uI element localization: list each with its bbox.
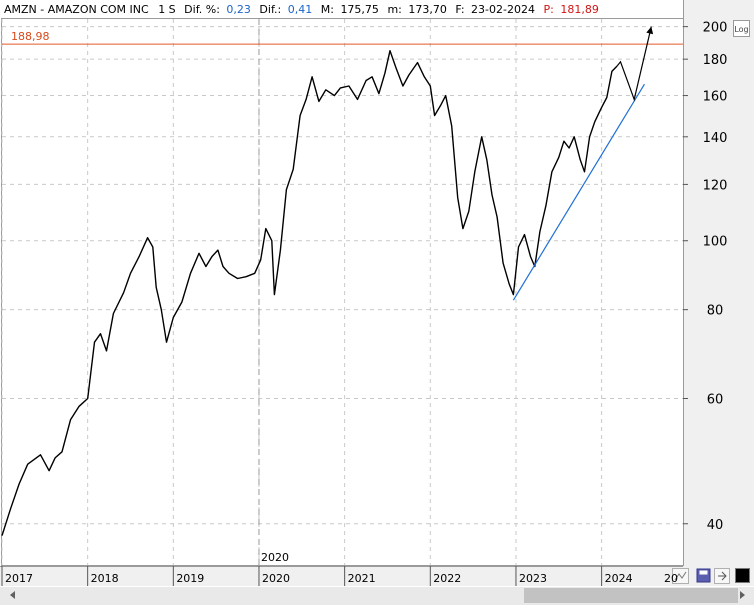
- y-tick-label: 40: [707, 518, 724, 533]
- y-tick-label: 180: [703, 53, 728, 68]
- pin-icon[interactable]: [714, 568, 730, 584]
- max-value: 175,75: [340, 3, 379, 16]
- dif-label: Dif.:: [259, 3, 281, 16]
- projection-arrow[interactable]: [616, 26, 652, 102]
- log-button-label: Log: [734, 25, 748, 34]
- x-tick-label: 2017: [5, 572, 33, 585]
- y-axis-ticks: 40 60 80 100 120 140 160 180 200: [683, 21, 727, 533]
- log-scale-button[interactable]: Log: [733, 20, 750, 37]
- header-info: AMZN - AMAZON COM INC 1 S Dif. %: 0,23 D…: [4, 3, 599, 16]
- y-tick-label: 200: [703, 21, 728, 36]
- dif-value: 0,41: [288, 3, 313, 16]
- interval: 1 S: [158, 3, 175, 16]
- time-axis-panel: [0, 566, 754, 586]
- price-series-line: [1, 50, 618, 536]
- price-label: P:: [543, 3, 553, 16]
- dif-pct-value: 0,23: [226, 3, 251, 16]
- date-value: 23-02-2024: [471, 3, 535, 16]
- date-label: F:: [455, 3, 464, 16]
- color-swatch-icon[interactable]: [735, 568, 750, 583]
- min-value: 173,70: [408, 3, 447, 16]
- x-tick-label: 2018: [91, 572, 119, 585]
- clipped-year-label: 20: [664, 572, 678, 585]
- x-axis-ticks: 2017 2018 2019 2020 2021 2022 2023 2024: [1, 566, 633, 586]
- chart-type-icon[interactable]: [672, 568, 689, 584]
- y-tick-label: 60: [707, 393, 724, 408]
- scrollbar-thumb[interactable]: [524, 588, 738, 603]
- symbol-name: AMZN - AMAZON COM INC: [4, 3, 149, 16]
- horizontal-scrollbar[interactable]: [0, 587, 754, 605]
- x-tick-label: 2022: [433, 572, 461, 585]
- grid-lines: [1, 19, 683, 565]
- y-tick-label: 140: [703, 131, 728, 146]
- scroll-right-icon[interactable]: [740, 591, 745, 599]
- min-label: m:: [387, 3, 401, 16]
- x-tick-label: 2024: [605, 572, 633, 585]
- y-tick-label: 100: [703, 235, 728, 250]
- x-tick-label: 2021: [348, 572, 376, 585]
- dif-pct-label: Dif. %:: [184, 3, 220, 16]
- y-tick-label: 120: [703, 178, 728, 193]
- x-tick-label: 2019: [176, 572, 204, 585]
- y-tick-label: 160: [703, 90, 728, 105]
- x-tick-label: 2023: [519, 572, 547, 585]
- resistance-label: 188,98: [11, 30, 50, 43]
- year-marker-label: 2020: [261, 551, 289, 564]
- arrow-head-icon: [646, 26, 654, 35]
- y-tick-label: 80: [707, 304, 724, 319]
- scroll-left-icon[interactable]: [10, 591, 15, 599]
- save-icon[interactable]: [696, 568, 711, 583]
- price-axis-panel: [684, 0, 754, 566]
- x-tick-label: 2020: [262, 572, 290, 585]
- price-value: 181,89: [560, 3, 599, 16]
- header-bar: [0, 0, 683, 18]
- max-label: M:: [321, 3, 334, 16]
- uptrend-line[interactable]: [512, 83, 645, 301]
